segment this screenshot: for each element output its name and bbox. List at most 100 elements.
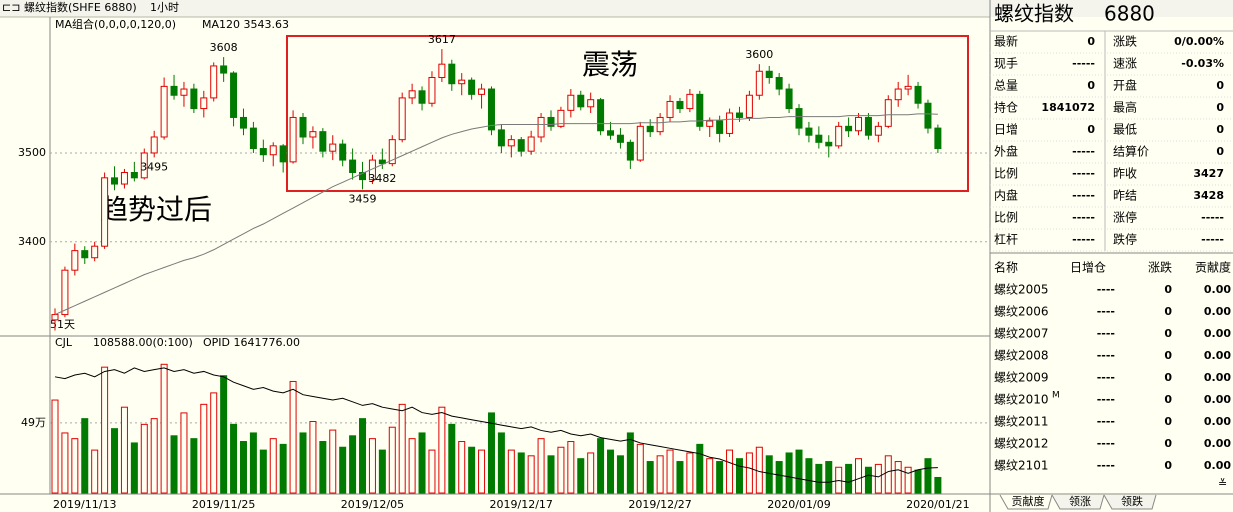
volume-bar (487, 412, 495, 494)
tab (1051, 494, 1105, 510)
x-tick-label: 2019/11/25 (192, 498, 255, 511)
candle-body (835, 125, 843, 147)
volume-bar (230, 423, 238, 494)
candle-body (547, 116, 555, 127)
symbol[interactable]: 螺纹指数(SHFE 6880) (24, 0, 137, 14)
vol-title[interactable]: CJL (55, 336, 73, 349)
candle-body (656, 116, 664, 133)
quote-value: 0 (1087, 35, 1095, 48)
table-name: 螺纹2007 (994, 327, 1049, 341)
candle-body (91, 245, 99, 259)
candle-body (478, 88, 486, 95)
quote-value: ----- (1201, 233, 1224, 246)
candle-body (785, 88, 793, 110)
candle-body (845, 125, 853, 132)
candle-body (537, 116, 545, 138)
tab-label[interactable]: 贡献度 (1012, 494, 1045, 508)
volume-bar (61, 432, 69, 494)
volume-bar (894, 461, 902, 494)
volume-bar (478, 449, 486, 494)
candle-body (418, 90, 426, 104)
candle-body (815, 134, 823, 143)
volume-bar (339, 446, 347, 494)
tab-label[interactable]: 领涨 (1069, 495, 1091, 508)
candle-body (735, 112, 743, 118)
quote-value: 0 (1087, 123, 1095, 136)
candle-body (190, 88, 198, 110)
tab-label[interactable]: 领跌 (1121, 494, 1143, 508)
volume-bar (180, 412, 188, 494)
candle-body (180, 88, 188, 96)
volume-bar (140, 423, 148, 494)
low-label: 3482 (368, 172, 396, 185)
candle-body (527, 136, 535, 152)
candle-body (428, 76, 436, 104)
quote-value: ----- (1072, 211, 1095, 224)
candle-body (745, 94, 753, 118)
volume-bar (636, 443, 644, 494)
candle-body (686, 93, 694, 110)
candle-body (200, 97, 208, 110)
volume-bar (795, 449, 803, 494)
volume-bar (626, 432, 634, 494)
candle-body (249, 127, 257, 150)
candle-body (587, 99, 595, 108)
volume-bar (805, 458, 813, 494)
table-cell: 0 (1164, 393, 1172, 406)
quote-label: 开盘 (1113, 78, 1137, 93)
volume-bar (735, 458, 743, 494)
high-label: 3617 (428, 33, 456, 46)
volume-bar (220, 375, 228, 494)
candle-body (349, 159, 357, 174)
candle-body (339, 143, 347, 161)
candle-body (805, 127, 813, 136)
table-header: 名称 (994, 260, 1018, 275)
volume-bar (845, 463, 853, 494)
candle-body (398, 97, 406, 141)
volume-bar (755, 446, 763, 494)
candle-body (319, 131, 327, 152)
table-cell: ---- (1097, 305, 1115, 318)
candle-body (101, 177, 109, 247)
candle-body (924, 102, 932, 129)
quote-label: 速涨 (1113, 56, 1137, 71)
candle-body (517, 139, 525, 152)
volume-bar (527, 455, 535, 494)
volume-bar (517, 452, 525, 494)
table-name: 螺纹2009 (994, 371, 1049, 385)
candle-body (497, 129, 505, 147)
table-name: 螺纹2012 (994, 437, 1049, 451)
candle-body (150, 136, 158, 154)
ma-title[interactable]: MA组合(0,0,0,0,120,0) (55, 17, 176, 31)
candle-body (626, 141, 634, 161)
quote-code: 6880 (1104, 2, 1155, 26)
volume-bar (458, 441, 466, 494)
candle-body (359, 172, 367, 181)
period[interactable]: 1小时 (150, 1, 179, 14)
table-cell: 0.00 (1204, 327, 1231, 340)
table-header: 日增仓 (1070, 261, 1106, 275)
candle-body (299, 116, 307, 138)
volume-bar (51, 399, 59, 494)
volume-bar (111, 428, 119, 494)
quote-label: 涨跌 (1113, 34, 1137, 49)
scroll-arrow[interactable]: ≚ (1218, 477, 1227, 490)
volume-bar (91, 449, 99, 494)
quote-label: 结算价 (1113, 144, 1149, 159)
volume-bar (200, 403, 208, 494)
candle-body (795, 108, 803, 129)
candle-body (914, 85, 922, 104)
candle-body (507, 139, 515, 147)
volume-bar (259, 449, 267, 494)
quote-label: 总量 (994, 79, 1018, 93)
opid-legend: OPID 1641776.00 (203, 336, 300, 349)
volume-bar (101, 366, 109, 494)
volume-bar (299, 432, 307, 494)
volume-bar (924, 458, 932, 494)
candle-body (904, 85, 912, 90)
table-header: 贡献度 (1195, 260, 1231, 275)
volume-bar (269, 438, 277, 494)
volume-bar (160, 363, 168, 494)
toolbar-icon: ⊏⊐ (2, 1, 20, 14)
candle-body (726, 112, 734, 134)
